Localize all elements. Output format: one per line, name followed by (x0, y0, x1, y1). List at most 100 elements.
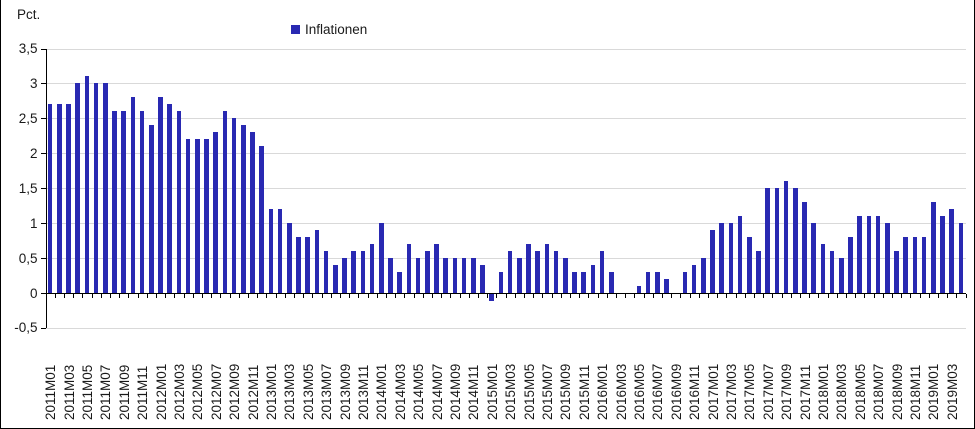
bar (802, 202, 807, 293)
x-tick (422, 294, 424, 298)
x-tick (809, 294, 811, 298)
bar (664, 279, 669, 293)
x-tick (542, 294, 544, 298)
y-tick (40, 83, 46, 85)
y-tick (40, 327, 46, 329)
x-tick (413, 294, 415, 298)
bar (535, 251, 540, 293)
bar (296, 237, 301, 293)
y-tick (40, 153, 46, 155)
x-tick (91, 294, 93, 298)
x-tick (689, 294, 691, 298)
x-tick (155, 294, 157, 298)
x-tick (606, 294, 608, 298)
x-axis-label: 2018M05 (852, 363, 868, 420)
x-axis-label: 2018M01 (815, 363, 831, 420)
x-tick (312, 294, 314, 298)
x-tick (201, 294, 203, 298)
x-axis-label: 2016M03 (613, 363, 629, 420)
x-axis-label: 2011M03 (61, 364, 77, 420)
x-tick (183, 294, 185, 298)
x-tick (54, 294, 56, 298)
x-axis-label: 2016M01 (595, 363, 611, 420)
bar (360, 251, 366, 293)
bar (921, 237, 927, 293)
bar (590, 265, 596, 293)
bar (130, 97, 136, 293)
legend-square-icon (291, 25, 300, 34)
x-tick (109, 294, 111, 298)
x-tick (928, 294, 930, 298)
y-axis-label: 2,5 (18, 110, 38, 126)
y-axis-line (45, 48, 47, 328)
bar (342, 258, 347, 293)
bar (507, 251, 513, 293)
x-tick (772, 294, 774, 298)
x-tick (919, 294, 921, 298)
x-tick (459, 294, 461, 298)
x-tick (468, 294, 470, 298)
x-tick (615, 294, 617, 298)
x-tick (901, 294, 903, 298)
bar (369, 244, 375, 293)
bar (480, 265, 485, 293)
bar (195, 139, 200, 293)
x-tick (882, 294, 884, 298)
x-axis-label: 2016M05 (631, 363, 647, 420)
x-tick (560, 294, 562, 298)
x-tick (303, 294, 305, 298)
x-tick (643, 294, 645, 298)
x-axis-label: 2015M05 (521, 363, 537, 420)
bar (903, 237, 908, 293)
x-tick (956, 294, 958, 298)
bar (563, 258, 568, 293)
bar (691, 265, 697, 293)
bar (829, 251, 835, 293)
gridline (45, 223, 966, 225)
x-tick (82, 294, 84, 298)
x-tick (634, 294, 636, 298)
bar (949, 209, 954, 293)
bar (176, 111, 182, 293)
x-axis-label: 2013M11 (355, 364, 371, 420)
x-axis-label: 2018M09 (889, 363, 905, 420)
y-axis-label: 3 (29, 75, 38, 91)
bar (848, 237, 853, 293)
y-axis-unit-label: Pct. (17, 7, 41, 22)
x-tick (698, 294, 700, 298)
x-tick (63, 294, 65, 298)
bar (682, 272, 688, 293)
bar (701, 258, 706, 293)
x-tick (891, 294, 893, 298)
x-tick (477, 294, 479, 298)
x-tick (588, 294, 590, 298)
gridline (45, 83, 966, 85)
x-tick (137, 294, 139, 298)
bar (765, 188, 770, 293)
bar (185, 139, 191, 293)
bar (397, 272, 402, 293)
bar (719, 223, 724, 293)
bar (912, 237, 918, 293)
x-tick (293, 294, 295, 298)
x-tick (229, 294, 231, 298)
bar (425, 251, 430, 293)
bar (158, 97, 163, 293)
gridline (45, 118, 966, 120)
x-tick (910, 294, 912, 298)
x-axis-label: 2015M11 (576, 364, 592, 420)
bar (517, 258, 522, 293)
y-axis-label: -0,5 (14, 320, 38, 336)
bar (553, 251, 559, 293)
y-tick (40, 258, 46, 260)
x-tick (128, 294, 130, 298)
bar (489, 294, 494, 301)
bar (572, 272, 577, 293)
x-tick (238, 294, 240, 298)
bar (471, 258, 476, 293)
x-axis-label: 2016M09 (668, 363, 684, 420)
bar (351, 251, 356, 293)
x-tick (119, 294, 121, 298)
y-axis-label: 1,5 (18, 180, 38, 196)
